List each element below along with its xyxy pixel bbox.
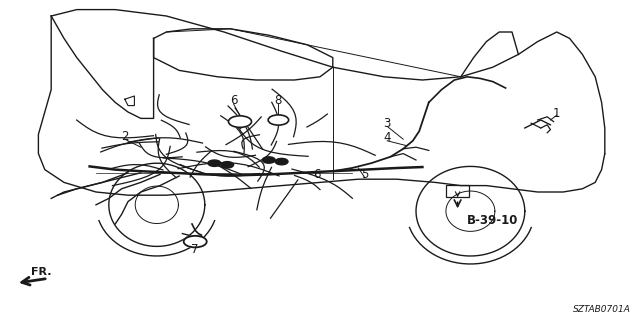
Circle shape: [268, 115, 289, 125]
Text: 5: 5: [361, 168, 369, 181]
Bar: [446, 185, 469, 197]
Circle shape: [184, 236, 207, 247]
Text: 1: 1: [553, 107, 561, 120]
Text: 3: 3: [383, 117, 391, 130]
Text: FR.: FR.: [31, 267, 52, 277]
Text: 6: 6: [313, 168, 321, 181]
Text: 4: 4: [383, 131, 391, 144]
Text: SZTAB0701A: SZTAB0701A: [573, 305, 630, 314]
Circle shape: [208, 160, 221, 166]
Text: 6: 6: [230, 94, 237, 107]
Text: 7: 7: [191, 243, 199, 256]
Circle shape: [221, 162, 234, 168]
Circle shape: [262, 157, 275, 163]
Circle shape: [275, 158, 288, 165]
Text: B-39-10: B-39-10: [467, 214, 518, 228]
Circle shape: [228, 116, 252, 127]
Text: 2: 2: [121, 130, 129, 142]
Text: 8: 8: [275, 94, 282, 107]
